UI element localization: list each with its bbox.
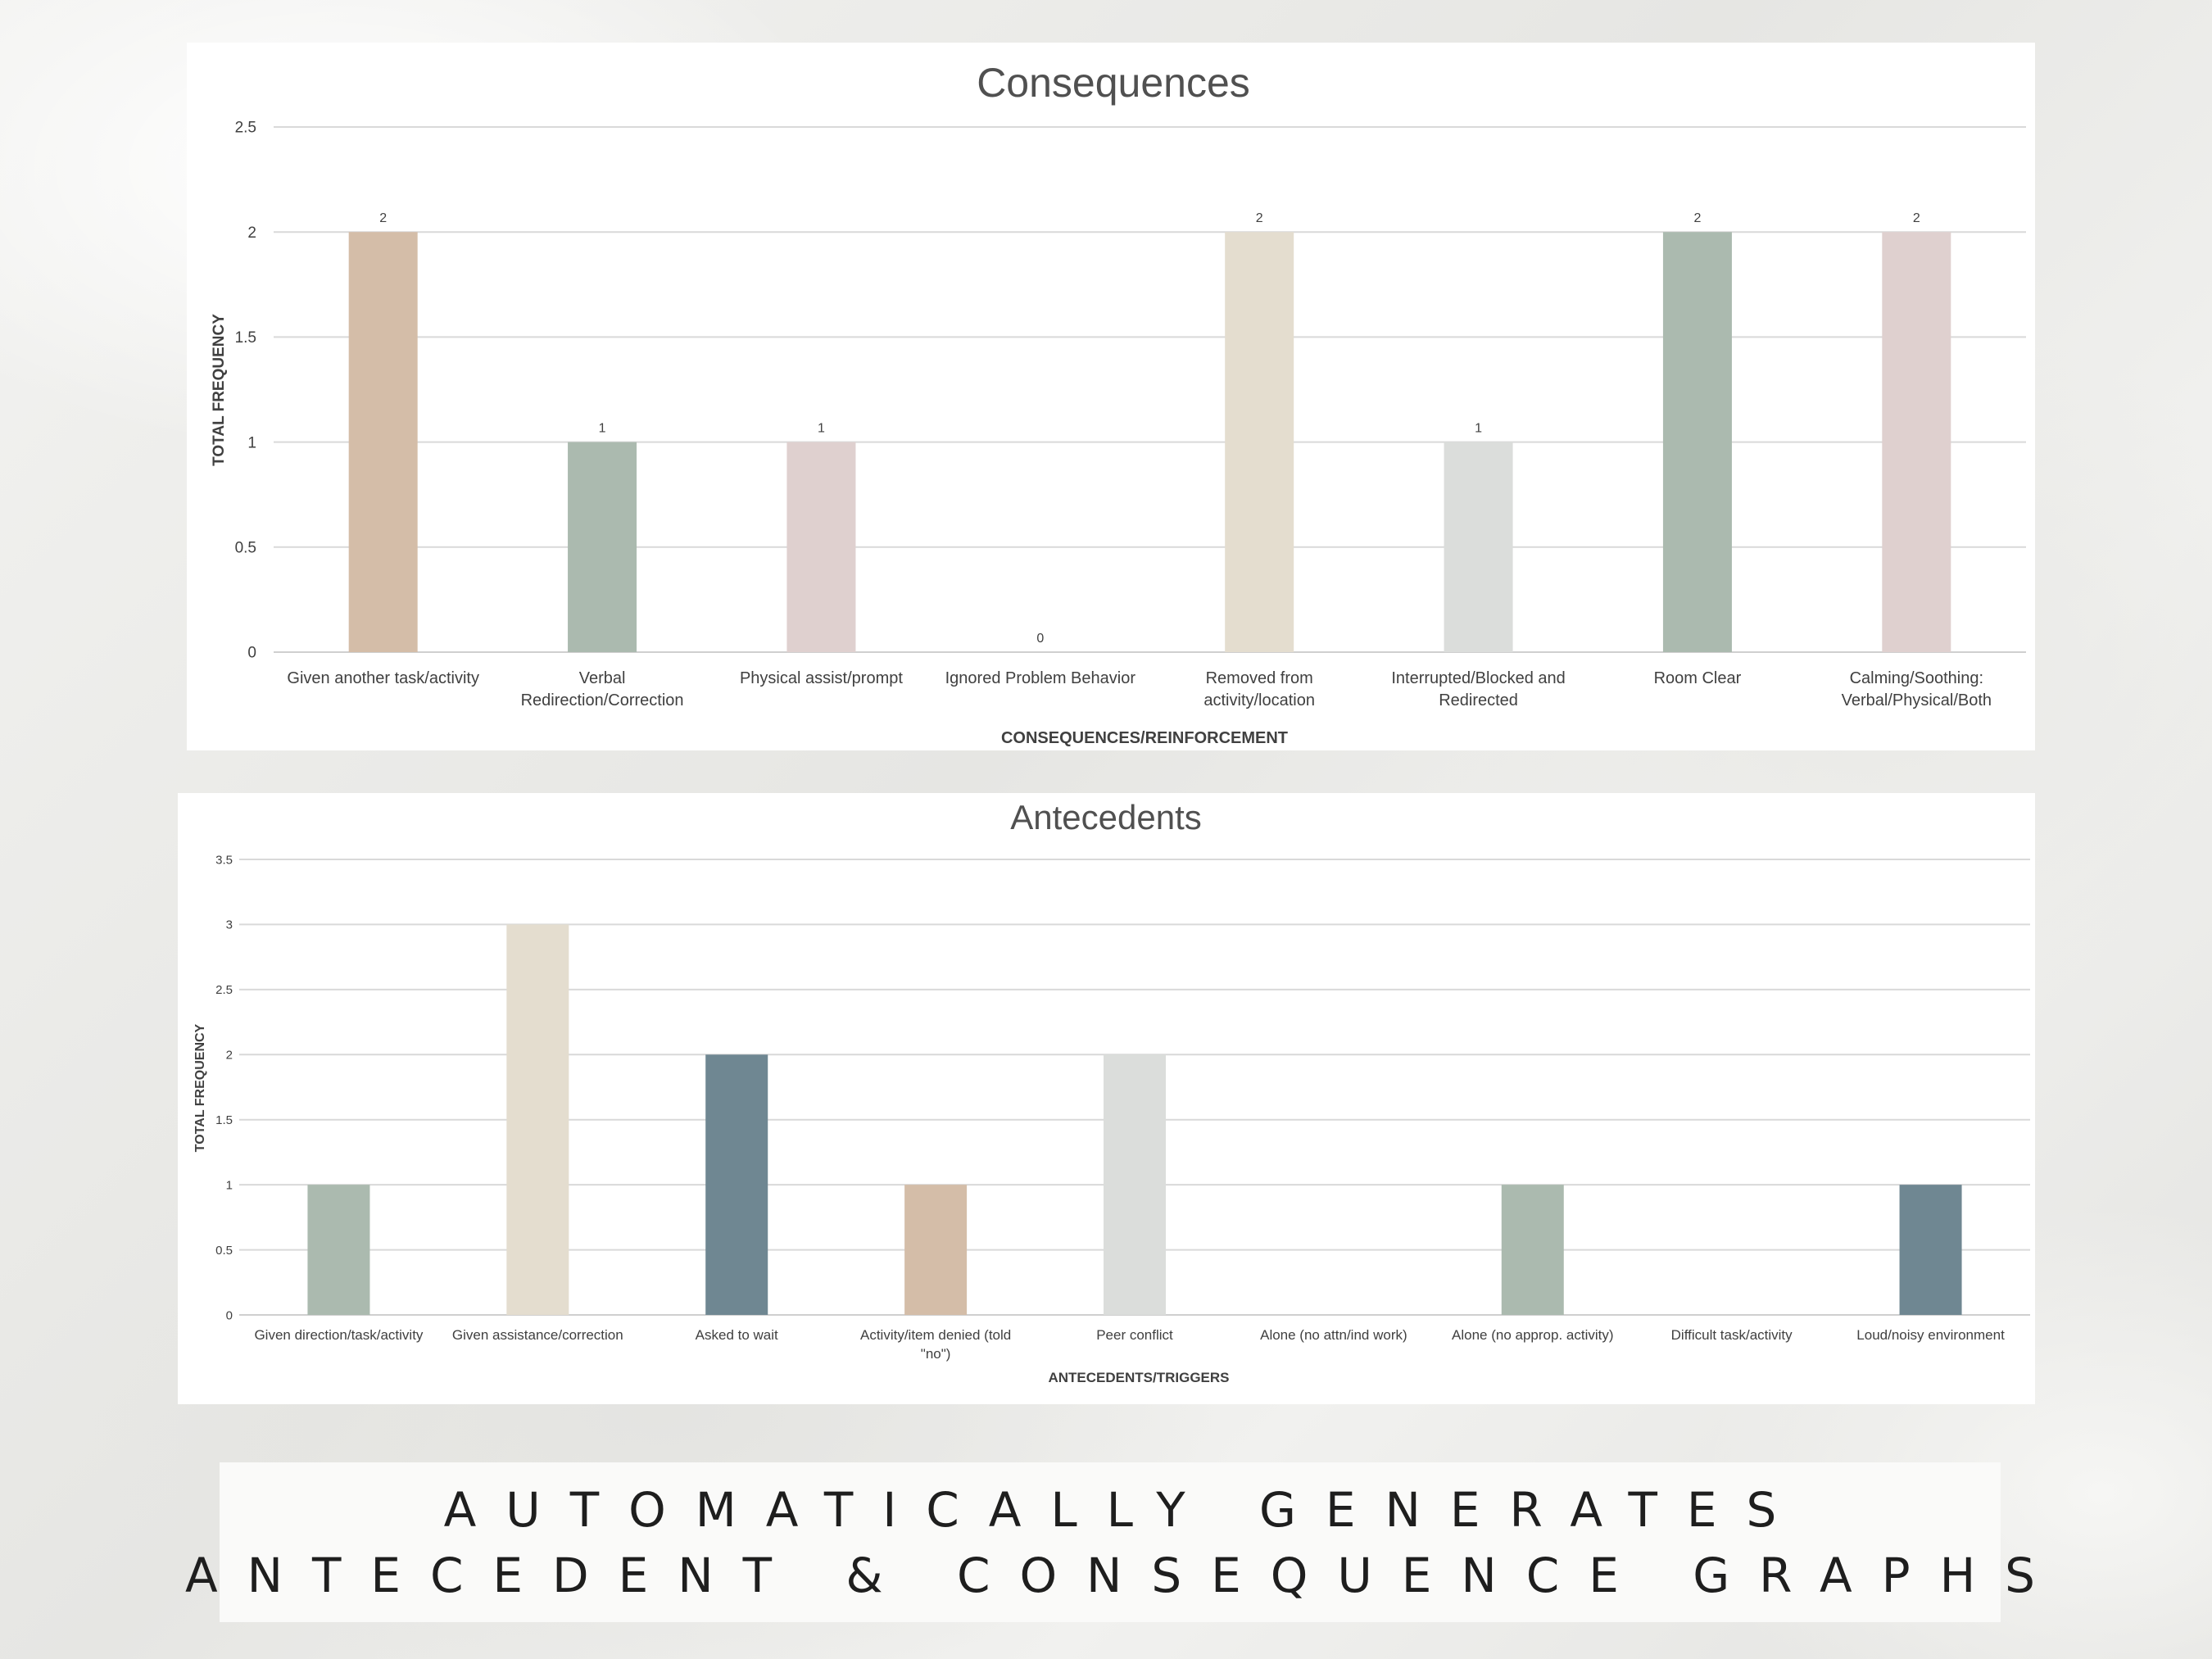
bar xyxy=(786,442,856,652)
chart-title: Consequences xyxy=(977,60,1250,106)
category-label-line: Asked to wait xyxy=(696,1327,778,1343)
bar xyxy=(1501,1185,1564,1315)
bar xyxy=(1444,442,1513,652)
category-label: Peer conflict xyxy=(1096,1327,1173,1343)
category-label: Asked to wait xyxy=(696,1327,778,1343)
y-axis-label: TOTAL FREQUENCY xyxy=(211,314,228,466)
category-label-line: "no") xyxy=(921,1346,951,1362)
y-tick-label: 2.5 xyxy=(215,983,233,997)
y-tick-label: 0.5 xyxy=(215,1244,233,1258)
category-label: Calming/Soothing: Verbal/Physical/Both xyxy=(1842,669,1992,709)
data-label: 1 xyxy=(599,422,606,436)
category-label-line: Redirected xyxy=(1439,691,1518,709)
y-tick-label: 1.5 xyxy=(235,329,256,347)
category-label-line: Removed from xyxy=(1206,669,1313,687)
y-tick-label: 1 xyxy=(226,1178,233,1192)
y-tick-label: 2 xyxy=(247,224,256,242)
data-label: 2 xyxy=(1693,211,1701,225)
category-label: Removed from activity/location xyxy=(1203,669,1315,709)
y-tick-label: 3 xyxy=(226,918,233,932)
category-label: Loud/noisy environment xyxy=(1856,1327,2005,1343)
category-label: Alone (no approp. activity) xyxy=(1452,1327,1614,1343)
category-label: Room Clear xyxy=(1654,669,1742,687)
data-label: 2 xyxy=(379,211,387,225)
y-tick-label: 0.5 xyxy=(235,539,256,556)
bar xyxy=(348,232,418,652)
bar xyxy=(904,1185,968,1315)
category-label-line: Physical assist/prompt xyxy=(740,669,903,687)
y-tick-label: 1.5 xyxy=(215,1113,233,1127)
bar xyxy=(705,1054,768,1315)
headline-line-1: AUTOMATICALLY GENERATES xyxy=(443,1481,1806,1538)
category-label: Difficult task/activity xyxy=(1671,1327,1793,1343)
y-tick-label: 1 xyxy=(247,434,256,451)
category-label: Physical assist/prompt xyxy=(740,669,903,687)
data-label: 1 xyxy=(818,422,825,436)
y-axis-label: TOTAL FREQUENCY xyxy=(193,1023,207,1152)
category-label: Given another task/activity xyxy=(287,669,479,687)
category-label-line: Ignored Problem Behavior xyxy=(945,669,1136,687)
y-tick-label: 0 xyxy=(247,645,256,662)
category-label-line: Peer conflict xyxy=(1096,1327,1173,1343)
category-label-line: Given direction/task/activity xyxy=(254,1327,423,1343)
y-tick-label: 3.5 xyxy=(215,853,233,867)
x-axis-label: ANTECEDENTS/TRIGGERS xyxy=(1048,1370,1229,1385)
category-label-line: Given assistance/correction xyxy=(452,1327,623,1343)
y-tick-label: 2 xyxy=(226,1049,233,1063)
category-label: Given assistance/correction xyxy=(452,1327,623,1343)
bar xyxy=(1225,232,1294,652)
data-label: 0 xyxy=(1036,632,1044,646)
category-label-line: Calming/Soothing: xyxy=(1850,669,1983,687)
category-label-line: Redirection/Correction xyxy=(521,691,684,709)
category-label-line: Alone (no attn/ind work) xyxy=(1260,1327,1407,1343)
category-label-line: Alone (no approp. activity) xyxy=(1452,1327,1614,1343)
category-label-line: Activity/item denied (told xyxy=(860,1327,1011,1343)
category-label: Verbal Redirection/Correction xyxy=(521,669,684,709)
bar xyxy=(506,924,569,1315)
y-tick-label: 0 xyxy=(226,1308,233,1322)
x-axis-label: CONSEQUENCES/REINFORCEMENT xyxy=(1001,729,1288,747)
data-label: 2 xyxy=(1913,211,1920,225)
data-label: 1 xyxy=(1475,422,1482,436)
bar xyxy=(568,442,637,652)
consequences-chart-panel: 0 0.5 1 1.5 2 2.5 Consequences TOTAL FREQUENCY C… xyxy=(187,43,2035,750)
category-label-line: Loud/noisy environment xyxy=(1856,1327,2005,1343)
y-tick-label: 2.5 xyxy=(235,120,256,137)
bar xyxy=(1662,232,1732,652)
category-label: Given direction/task/activity xyxy=(254,1327,423,1343)
category-label-line: Difficult task/activity xyxy=(1671,1327,1793,1343)
category-label: Ignored Problem Behavior xyxy=(945,669,1136,687)
category-label-line: activity/location xyxy=(1203,691,1315,709)
consequences-chart: 0 0.5 1 1.5 2 2.5 Consequences TOTAL FREQUENCY C… xyxy=(211,60,2026,747)
category-label-line: Interrupted/Blocked and xyxy=(1391,669,1565,687)
bar xyxy=(1882,232,1951,652)
category-label: Alone (no attn/ind work) xyxy=(1260,1327,1407,1343)
category-label: Interrupted/Blocked and Redirected xyxy=(1391,669,1565,709)
data-label: 2 xyxy=(1256,211,1263,225)
antecedents-chart: 0 0.5 1 1.5 2 2.5 3 3.5 Antecedents TOTAL FREQUEN… xyxy=(193,798,2030,1385)
antecedents-chart-panel: 0 0.5 1 1.5 2 2.5 3 3.5 Antecedents TOTAL FREQUEN… xyxy=(178,793,2035,1404)
chart-title: Antecedents xyxy=(1010,798,1202,836)
category-label-line: Verbal/Physical/Both xyxy=(1842,691,1992,709)
category-label-line: Room Clear xyxy=(1654,669,1742,687)
category-label-line: Given another task/activity xyxy=(287,669,479,687)
bar xyxy=(1104,1054,1166,1315)
bar xyxy=(1899,1185,1962,1315)
category-label-line: Verbal xyxy=(579,669,626,687)
category-label: Activity/item denied (told "no") xyxy=(860,1327,1011,1362)
headline-banner: AUTOMATICALLY GENERATES ANTECEDENT & CON… xyxy=(185,1462,2035,1622)
headline-line-2: ANTECEDENT & CONSEQUENCE GRAPHS xyxy=(185,1547,2065,1603)
bar xyxy=(307,1185,370,1315)
